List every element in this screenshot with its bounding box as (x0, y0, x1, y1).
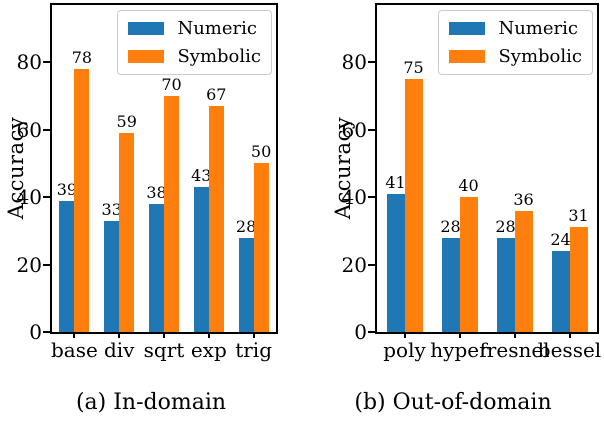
legend-item-label: Symbolic (177, 45, 261, 67)
x-tick-label: poly (383, 338, 426, 362)
numeric-bar-sqrt (149, 204, 164, 332)
symbolic-bar-trig (253, 163, 269, 332)
subfigure-out-of-domain: Accuracy 0 20 40 60 80 poly 41 75 hyper 28 40 fresn… (302, 0, 604, 424)
bar-value-label: 38 (146, 183, 167, 202)
x-tick-label: hyper (430, 338, 489, 362)
y-tick (368, 128, 375, 131)
bar-value-label: 75 (403, 58, 424, 77)
y-tick-label: 80 (16, 50, 42, 75)
bar-value-label: 41 (385, 173, 406, 192)
x-tick (207, 332, 210, 338)
y-tick-label: 0 (354, 320, 367, 344)
legend-item: Numeric (449, 18, 582, 40)
legend: Numeric Symbolic (438, 10, 593, 76)
x-tick (163, 332, 165, 338)
legend-item: Numeric (128, 18, 261, 40)
symbolic-bar-sqrt (164, 96, 179, 332)
legend: Numeric Symbolic (117, 10, 272, 76)
symbolic-bar-base (74, 69, 90, 332)
bar-value-label: 39 (56, 180, 78, 199)
plot-area-out-of-domain: 0 20 40 60 80 poly 41 75 hyper 28 40 fresnel 28 36 bes… (342, 3, 601, 360)
y-tick (43, 128, 50, 131)
x-tick (118, 332, 121, 338)
bar-value-label: 28 (495, 217, 516, 236)
legend-item-label: Numeric (177, 18, 257, 39)
subfigure-caption: (b) Out-of-domain (354, 390, 552, 415)
x-tick (513, 332, 516, 338)
x-tick (403, 332, 406, 338)
numeric-bar-fresnel (496, 238, 515, 332)
y-tick-label: 60 (341, 117, 367, 142)
numeric-bar-trig (238, 238, 254, 332)
y-tick (43, 263, 50, 266)
subfigure-caption: (a) In-domain (75, 390, 227, 415)
bar-value-label: 36 (513, 190, 534, 209)
y-tick-label: 40 (341, 185, 367, 210)
y-tick (43, 196, 50, 199)
y-tick-label: 20 (16, 252, 42, 277)
bar-value-label: 50 (250, 142, 272, 161)
bar-value-label: 59 (116, 112, 137, 131)
y-tick (368, 61, 375, 64)
bar-value-label: 28 (440, 217, 461, 236)
legend-item: Symbolic (449, 46, 582, 68)
y-tick-label: 80 (341, 50, 367, 75)
subfigure-in-domain: Accuracy 0 20 40 60 80 base 39 78 div 33 59 sqrt 38 7… (4, 3, 278, 415)
bar-value-label: 24 (550, 230, 571, 249)
x-tick (568, 332, 571, 338)
legend-swatch-numeric (449, 22, 486, 36)
x-tick-label: bessel (537, 338, 602, 362)
plot-area-in-domain: 0 20 40 60 80 base 39 78 div 33 59 sqrt 38 70 exp 43 67 t… (17, 3, 278, 360)
x-tick (458, 332, 461, 338)
numeric-bar-hyper (441, 238, 460, 332)
y-tick (43, 61, 50, 64)
bar-value-label: 40 (458, 176, 479, 195)
legend-item-label: Numeric (498, 18, 578, 39)
legend-swatch-numeric (128, 22, 165, 36)
y-tick-label: 60 (16, 117, 42, 142)
legend-swatch-symbolic (128, 49, 165, 63)
numeric-bar-bessel (551, 251, 570, 332)
legend-item-label: Symbolic (498, 45, 582, 67)
symbolic-bar-fresnel (514, 211, 533, 332)
y-tick (43, 331, 50, 333)
bar-value-label: 70 (161, 75, 182, 94)
symbolic-bar-bessel (569, 227, 588, 332)
symbolic-bar-exp (208, 106, 224, 332)
y-tick-label: 0 (29, 320, 42, 344)
symbolic-bar-poly (404, 79, 423, 332)
x-tick (252, 332, 255, 338)
legend-item: Symbolic (128, 46, 261, 68)
bar-value-label: 28 (235, 217, 257, 236)
bar-value-label: 31 (568, 206, 589, 225)
y-tick-label: 40 (16, 185, 42, 210)
x-tick-label: exp (190, 338, 227, 362)
numeric-bar-div (104, 221, 120, 332)
numeric-bar-base (59, 201, 75, 332)
bar-value-label: 78 (71, 48, 93, 67)
x-tick (73, 332, 76, 338)
numeric-bar-poly (386, 194, 405, 332)
x-tick-label: base (50, 338, 98, 362)
y-tick-label: 20 (341, 252, 367, 277)
x-tick-label: fresnel (479, 338, 550, 362)
y-tick (368, 331, 375, 333)
y-tick (368, 196, 375, 199)
symbolic-bar-div (119, 133, 135, 332)
bar-value-label: 67 (206, 85, 227, 104)
legend-swatch-symbolic (449, 49, 486, 63)
x-tick-label: div (103, 338, 135, 362)
x-tick-label: sqrt (143, 338, 185, 362)
symbolic-bar-hyper (459, 197, 478, 332)
x-tick-label: trig (235, 338, 272, 362)
numeric-bar-exp (193, 187, 209, 332)
y-tick (368, 263, 375, 266)
bar-value-label: 33 (101, 200, 122, 219)
bar-value-label: 43 (191, 166, 212, 185)
